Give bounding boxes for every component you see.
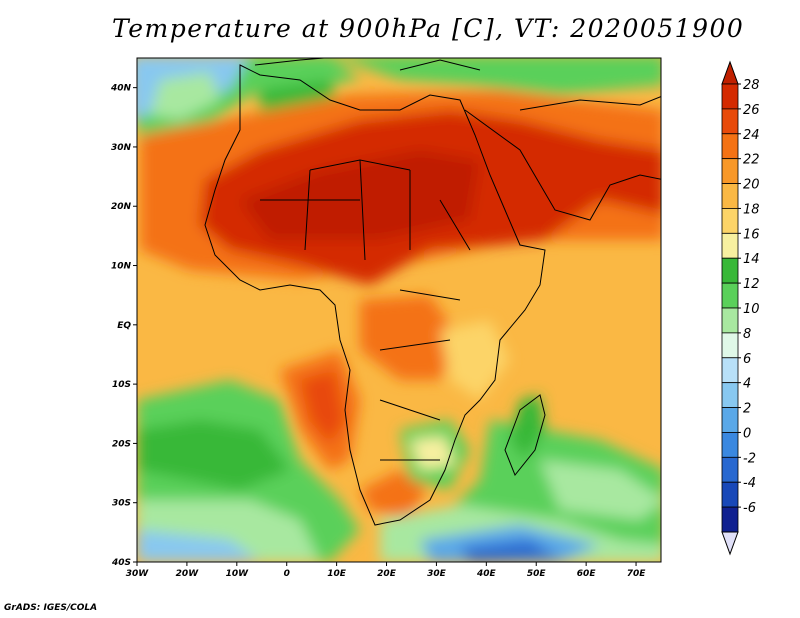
colorbar-label: 18 — [743, 202, 760, 217]
temperature-field — [137, 58, 661, 562]
colorbar-swatch — [721, 133, 739, 160]
lon-tick-label: 50E — [527, 569, 547, 579]
colorbar-swatch — [721, 432, 739, 458]
colorbar-swatch — [721, 282, 739, 309]
lon-tick-label: 40E — [476, 569, 497, 579]
colorbar-label: 14 — [743, 252, 760, 267]
colorbar-bottom-arrow — [721, 531, 739, 556]
colorbar-swatch — [721, 183, 739, 209]
lat-tick-label: 30N — [111, 143, 132, 153]
colorbar-swatch — [721, 83, 739, 110]
lat-tick-label: 20N — [111, 202, 132, 212]
colorbar-label: 22 — [743, 153, 760, 168]
colorbar-swatch — [721, 481, 739, 508]
colorbar-swatch — [721, 506, 739, 533]
colorbar-swatch — [721, 108, 739, 135]
colorbar-label: 4 — [743, 377, 751, 392]
colorbar-label: 2 — [743, 402, 751, 417]
lon-tick-label: 0 — [284, 569, 290, 579]
lon-tick-label: 10E — [327, 569, 347, 579]
colorbar-label: 12 — [743, 277, 760, 292]
lat-tick-label: EQ — [117, 321, 131, 331]
lon-tick-label: 20E — [377, 569, 397, 579]
lon-tick-label: 60E — [577, 569, 597, 579]
colorbar-swatch — [721, 307, 739, 334]
colorbar-label: -4 — [743, 476, 756, 491]
map-title: Temperature at 900hPa [C], VT: 202005190… — [112, 14, 745, 43]
colorbar-swatch — [721, 357, 739, 384]
lat-tick-label: 30S — [112, 499, 131, 509]
colorbar-swatch — [721, 158, 739, 184]
longitude-axis: 30W 20W 10W 0 10E 20E 30E 40E 50E 60E 70E — [126, 562, 646, 579]
colorbar-label: 26 — [743, 103, 760, 118]
credit-label: GrADS: IGES/COLA — [4, 603, 98, 613]
lon-tick-label: 10W — [226, 569, 250, 579]
colorbar-swatch — [721, 407, 739, 433]
lat-tick-label: 10N — [111, 262, 132, 272]
lon-tick-label: 20W — [176, 569, 200, 579]
colorbar-swatch — [721, 382, 739, 408]
colorbar-swatch — [721, 208, 739, 234]
lat-tick-label: 40N — [110, 84, 132, 94]
colorbar-top-arrow — [721, 60, 739, 85]
colorbar-label: -2 — [743, 451, 756, 466]
lon-tick-label: 30E — [427, 569, 447, 579]
lat-tick-label: 40S — [111, 558, 131, 568]
colorbar-swatch — [721, 332, 739, 359]
coastlines — [204, 58, 661, 526]
lon-tick-label: 70E — [627, 569, 647, 579]
lat-tick-label: 20S — [112, 439, 131, 449]
map-frame — [136, 57, 662, 563]
lon-tick-label: 30W — [126, 569, 150, 579]
colorbar-label: 0 — [743, 426, 751, 441]
colorbar-swatch — [721, 257, 739, 284]
latitude-axis: 40S 30S 20S 10S EQ 10N 20N 30N 40N — [110, 84, 137, 568]
colorbar-label: 20 — [743, 178, 760, 193]
colorbar-swatch — [721, 232, 739, 259]
colorbar-label: -6 — [743, 501, 756, 516]
colorbar-swatch — [721, 456, 739, 483]
colorbar-label: 8 — [743, 327, 751, 342]
colorbar-label: 10 — [743, 302, 760, 317]
lat-tick-label: 10S — [112, 380, 131, 390]
colorbar-label: 16 — [743, 227, 760, 242]
colorbar-label: 28 — [743, 78, 760, 93]
colorbar-label: 6 — [743, 352, 751, 367]
colorbar-label: 24 — [743, 128, 760, 143]
